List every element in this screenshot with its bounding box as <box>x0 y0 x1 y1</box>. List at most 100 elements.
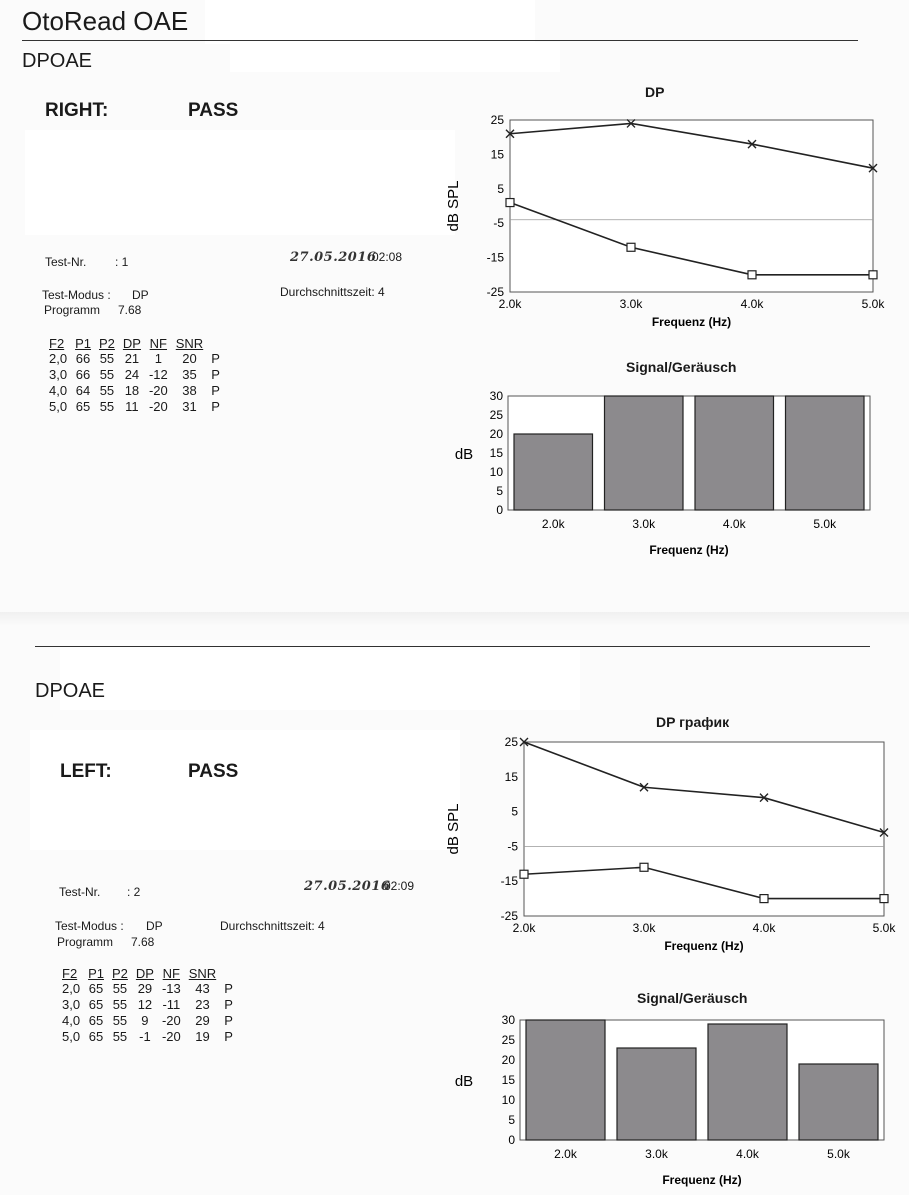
x-tick-label: 5.0k <box>827 1147 851 1161</box>
y-tick-label: 25 <box>505 736 519 749</box>
y-tick-label: -15 <box>501 874 519 888</box>
y-tick-label: -25 <box>501 909 519 923</box>
x-axis-label: Frequenz (Hz) <box>652 315 731 329</box>
cell: 3,0 <box>62 997 81 1012</box>
x-tick-label: 2.0k <box>542 517 566 531</box>
y-tick-label: 20 <box>490 427 504 441</box>
cell: P <box>211 399 220 414</box>
y-tick-label: 10 <box>490 465 504 479</box>
table-row: 2,0 65 55 29 -13 43 P <box>58 981 237 997</box>
x-tick-label: 5.0k <box>813 517 837 531</box>
result-status: PASS <box>188 100 239 121</box>
test-time: 02:09 <box>384 879 415 893</box>
y-tick-label: 25 <box>491 113 505 127</box>
col-header: F2 <box>49 336 65 351</box>
x-marker <box>626 118 636 128</box>
redaction-patch <box>230 42 560 72</box>
plot-area <box>509 119 874 293</box>
cell: 55 <box>99 367 115 382</box>
cell: -20 <box>148 383 168 398</box>
cell: 66 <box>75 351 91 366</box>
col-header: F2 <box>62 966 78 981</box>
cell: -20 <box>161 1013 181 1028</box>
col-header: SNR <box>188 966 217 981</box>
plot-area <box>523 741 885 917</box>
y-tick-label: 5 <box>508 1113 515 1127</box>
test-mode-value: DP <box>146 919 163 933</box>
cell: 66 <box>75 367 91 382</box>
square-marker <box>505 197 515 208</box>
col-header: SNR <box>175 336 204 351</box>
table-row: 5,0 65 55 -1 -20 19 P <box>58 1029 237 1045</box>
test-nr-label: Test-Nr. <box>45 255 87 269</box>
cell: 38 <box>182 383 197 398</box>
header-divider <box>22 40 858 41</box>
cell: 65 <box>88 981 104 996</box>
handwritten-date: 27.05.2016 <box>290 250 377 265</box>
cell: P <box>224 997 233 1012</box>
cell: 31 <box>182 399 197 414</box>
col-header: P2 <box>111 966 128 981</box>
table-header-row: F2 P1 P2 DP NF SNR <box>58 966 237 981</box>
cell: -20 <box>148 399 168 414</box>
cell: -12 <box>148 367 168 382</box>
y-tick-label: -5 <box>507 839 518 853</box>
bar <box>616 1047 697 1141</box>
cell: 3,0 <box>49 367 68 382</box>
redaction-patch <box>30 730 460 850</box>
snr-chart-title: Signal/Geräusch <box>626 359 737 375</box>
y-tick-label: 25 <box>502 1033 516 1047</box>
dp-chart-title: DP график <box>656 714 730 730</box>
test-nr-value: : 1 <box>115 255 129 269</box>
test-nr-label: Test-Nr. <box>59 885 101 899</box>
cell: 23 <box>195 997 210 1012</box>
x-marker <box>639 782 649 792</box>
x-tick-label: 4.0k <box>741 297 765 311</box>
y-tick-label: 5 <box>497 182 504 196</box>
y-tick-label: 5 <box>496 484 503 498</box>
square-marker <box>519 869 529 879</box>
cell: 4,0 <box>62 1013 81 1028</box>
program-label: Programm <box>44 303 101 317</box>
cell: P <box>224 1029 233 1044</box>
cell: P <box>211 351 220 366</box>
bar <box>707 1023 788 1141</box>
section-heading: DPOAE <box>35 680 106 702</box>
cell: 12 <box>137 997 153 1012</box>
dp-chart-left: 25 15 5 -5 -15 -252.0k 3.0k 4.0k 5.0k Frequenz (H… <box>445 736 896 953</box>
col-header: P2 <box>98 336 115 351</box>
cell: 2,0 <box>49 351 68 366</box>
x-tick-label: 2.0k <box>513 921 537 935</box>
x-tick-label: 5.0k <box>862 297 886 311</box>
cell: 5,0 <box>49 399 68 414</box>
x-tick-label: 3.0k <box>620 297 644 311</box>
col-header: DP <box>122 336 141 351</box>
section-divider <box>35 646 870 647</box>
cell: 55 <box>99 383 115 398</box>
square-marker <box>747 270 757 280</box>
y-tick-label: 10 <box>502 1093 516 1107</box>
table-row: 4,0 65 55 9 -20 29 P <box>58 1013 237 1029</box>
col-header: P1 <box>75 336 91 351</box>
x-axis-label: Frequenz (Hz) <box>649 543 728 557</box>
x-marker <box>879 827 889 837</box>
series-line <box>523 866 884 900</box>
program-label: Programm <box>57 935 114 949</box>
cell: 19 <box>195 1029 210 1044</box>
col-header <box>220 966 237 981</box>
col-header: DP <box>135 966 154 981</box>
y-tick-label: 30 <box>502 1013 516 1027</box>
measurement-table: F2 P1 P2 DP NF SNR 2,0 65 55 29 -13 43 P 3,0 65… <box>58 966 237 1045</box>
cell: -1 <box>139 1029 151 1044</box>
program-value: 7.68 <box>131 935 155 949</box>
cell: P <box>211 367 220 382</box>
x-tick-label: 3.0k <box>633 921 657 935</box>
test-time: 02:08 <box>372 250 403 264</box>
x-marker <box>519 737 529 747</box>
y-tick-label: 0 <box>496 503 503 517</box>
series-line <box>523 741 885 834</box>
avg-time-label: Durchschnittszeit: 4 <box>280 285 385 299</box>
x-tick-label: 2.0k <box>499 297 523 311</box>
y-tick-label: 15 <box>502 1073 516 1087</box>
cell: P <box>224 1013 233 1028</box>
